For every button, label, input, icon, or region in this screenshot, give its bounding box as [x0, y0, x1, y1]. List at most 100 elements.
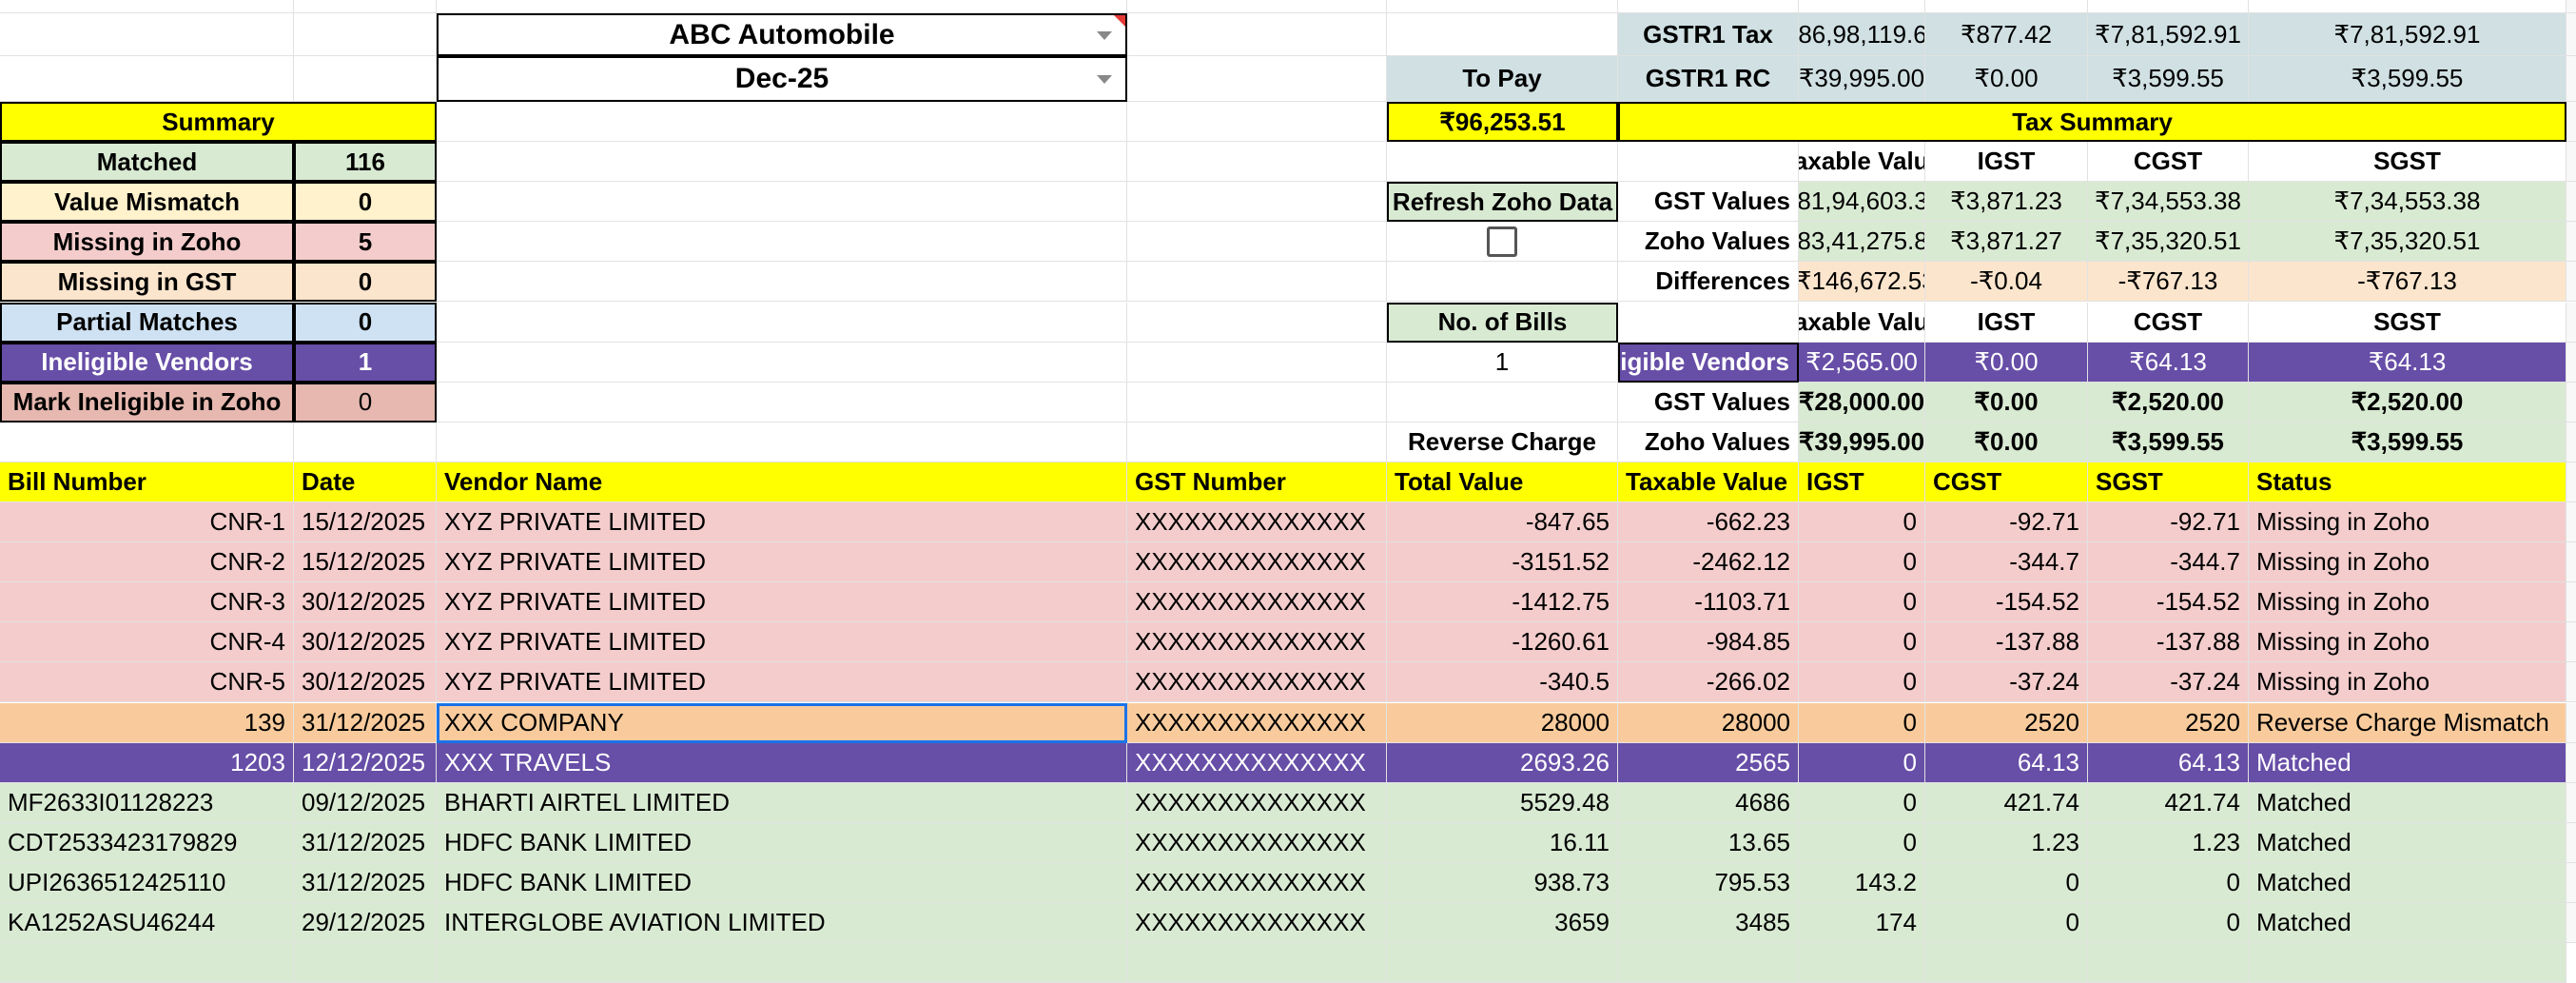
ineligible-label: GST Values [1618, 382, 1799, 423]
grid-cell [1127, 302, 1387, 343]
grid-cell [2566, 742, 2576, 783]
table-cell: -154.52 [1925, 582, 2088, 623]
summary-value: 0 [294, 382, 437, 423]
table-cell: XXXXXXXXXXXXXX [1127, 742, 1387, 783]
table-cell: Matched [2249, 903, 2566, 944]
table-cell: -92.71 [2088, 502, 2249, 543]
grid-cell [1618, 0, 1799, 13]
ineligible-value: ₹0.00 [1925, 342, 2088, 383]
table-cell [1799, 943, 1925, 983]
table-cell: Missing in Zoho [2249, 502, 2566, 543]
table-cell: UPI2636512425110 [0, 862, 294, 903]
table-cell [437, 943, 1127, 983]
summary-value: 0 [294, 182, 437, 223]
grid-cell [437, 302, 1127, 343]
table-cell: -137.88 [1925, 622, 2088, 663]
table-cell: XXXXXXXXXXXXXX [1127, 822, 1387, 863]
table-cell: 421.74 [2088, 782, 2249, 823]
table-cell: Matched [2249, 862, 2566, 903]
grid-cell [1127, 262, 1387, 303]
grid-cell [2566, 502, 2576, 543]
table-cell: -2462.12 [1618, 542, 1799, 583]
column-header: Taxable Value [1618, 462, 1799, 502]
gstr1-label: GSTR1 RC [1618, 56, 1799, 102]
grid-cell [1127, 102, 1387, 143]
table-cell: 16.11 [1387, 822, 1618, 863]
table-cell: Reverse Charge Mismatch [2249, 702, 2566, 743]
table-cell: XXXXXXXXXXXXXX [1127, 862, 1387, 903]
ineligible-label: Ineligible Vendors [1618, 342, 1799, 383]
grid-cell [2566, 622, 2576, 663]
table-cell: -1412.75 [1387, 582, 1618, 623]
table-cell: 5529.48 [1387, 782, 1618, 823]
table-cell: -266.02 [1618, 662, 1799, 703]
gstr1-value: ₹0.00 [1925, 56, 2088, 102]
grid-cell [0, 56, 294, 102]
table-cell: 30/12/2025 [294, 622, 437, 663]
ineligible-header: SGST [2249, 302, 2566, 343]
period-dropdown[interactable]: Dec-25 [437, 56, 1127, 102]
column-header: Status [2249, 462, 2566, 502]
ineligible-label: Zoho Values [1618, 422, 1799, 462]
grid-cell [294, 0, 437, 13]
ineligible-value: ₹3,599.55 [2088, 422, 2249, 462]
grid-cell [0, 13, 294, 56]
table-cell: 28000 [1618, 702, 1799, 743]
table-cell: -37.24 [2088, 662, 2249, 703]
table-cell: 795.53 [1618, 862, 1799, 903]
table-cell: 174 [1799, 903, 1925, 944]
tax-summary-value: ₹83,41,275.88 [1799, 222, 1925, 263]
column-header: Total Value [1387, 462, 1618, 502]
table-cell [1387, 943, 1618, 983]
bills-label: No. of Bills [1387, 302, 1618, 343]
column-header: Bill Number [0, 462, 294, 502]
table-cell: 0 [1925, 903, 2088, 944]
table-cell: XYZ PRIVATE LIMITED [437, 502, 1127, 543]
table-cell: XXX COMPANY [437, 702, 1127, 743]
grid-cell [1127, 0, 1387, 13]
tax-summary-value: ₹7,34,553.38 [2088, 182, 2249, 223]
table-cell: 12/12/2025 [294, 742, 437, 783]
column-header: Date [294, 462, 437, 502]
table-cell: 421.74 [1925, 782, 2088, 823]
tax-summary-label: Differences [1618, 262, 1799, 303]
refresh-checkbox[interactable] [1387, 222, 1618, 263]
grid-cell [1127, 222, 1387, 263]
grid-cell [1799, 0, 1925, 13]
grid-cell [2566, 222, 2576, 263]
tax-summary-value: -₹767.13 [2088, 262, 2249, 303]
grid-cell [2566, 182, 2576, 223]
grid-cell [1618, 302, 1799, 343]
tax-summary-value: -₹767.13 [2249, 262, 2566, 303]
grid-cell [0, 0, 294, 13]
table-cell: 4686 [1618, 782, 1799, 823]
table-cell [1925, 943, 2088, 983]
table-cell: Missing in Zoho [2249, 622, 2566, 663]
checkbox[interactable] [1487, 226, 1517, 257]
table-cell: XXXXXXXXXXXXXX [1127, 662, 1387, 703]
table-cell: 139 [0, 702, 294, 743]
table-cell: 1.23 [2088, 822, 2249, 863]
grid-cell [2566, 56, 2576, 102]
grid-cell [2566, 662, 2576, 703]
grid-cell [1127, 422, 1387, 462]
grid-cell [2566, 342, 2576, 383]
grid-cell [2566, 302, 2576, 343]
tax-summary-value: ₹3,871.27 [1925, 222, 2088, 263]
table-cell: XYZ PRIVATE LIMITED [437, 542, 1127, 583]
tax-summary-label: Zoho Values [1618, 222, 1799, 263]
tax-summary-header: SGST [2249, 142, 2566, 183]
grid-cell [1387, 13, 1618, 56]
tax-summary-header: IGST [1925, 142, 2088, 183]
table-cell: CNR-3 [0, 582, 294, 623]
table-cell [0, 943, 294, 983]
grid-cell [437, 222, 1127, 263]
table-cell: XXXXXXXXXXXXXX [1127, 502, 1387, 543]
table-cell: 143.2 [1799, 862, 1925, 903]
table-cell: 64.13 [2088, 742, 2249, 783]
table-cell: 30/12/2025 [294, 582, 437, 623]
grid-cell [437, 102, 1127, 143]
grid-cell [2566, 862, 2576, 903]
gstr1-value: ₹7,81,592.91 [2249, 13, 2566, 56]
company-dropdown[interactable]: ABC Automobile [437, 13, 1127, 56]
